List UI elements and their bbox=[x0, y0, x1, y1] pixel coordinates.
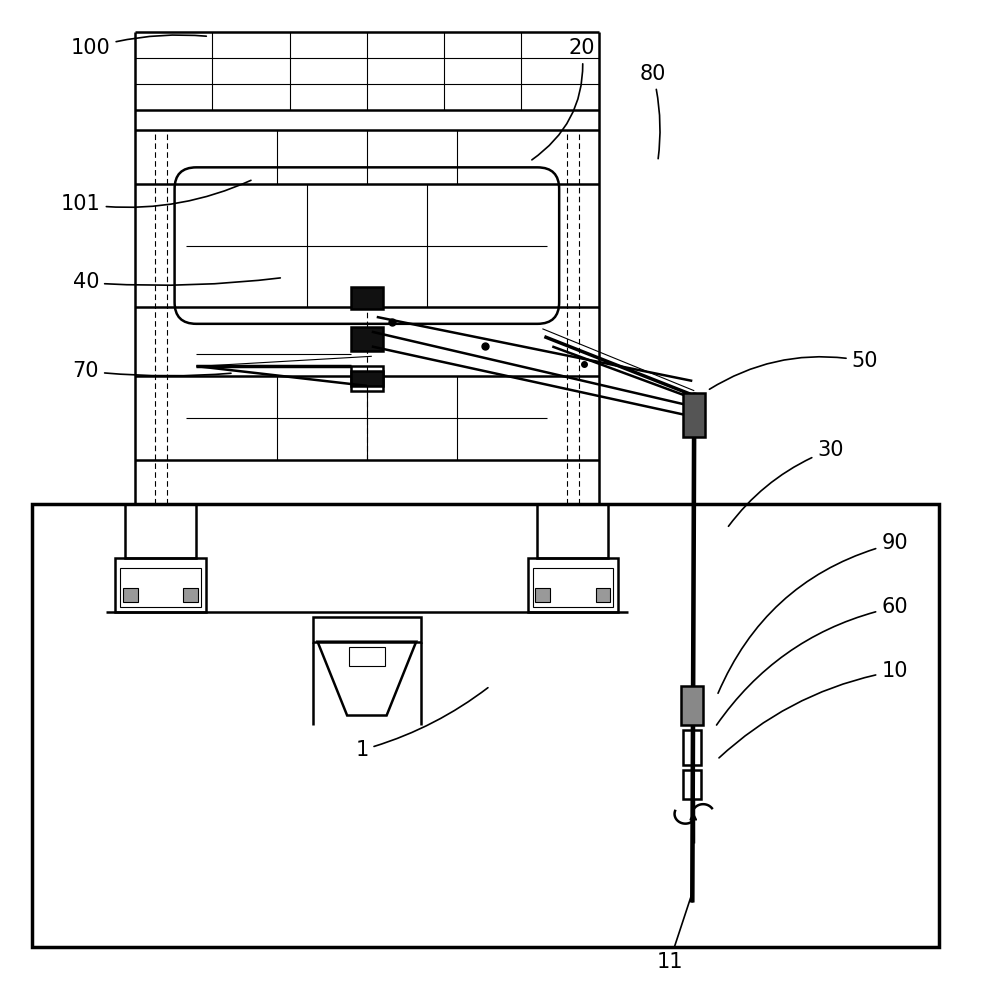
Bar bbox=[115, 558, 206, 612]
Text: 90: 90 bbox=[718, 533, 908, 694]
Bar bbox=[683, 769, 701, 799]
Bar bbox=[535, 588, 550, 603]
Text: 100: 100 bbox=[71, 35, 206, 58]
Text: 101: 101 bbox=[61, 181, 251, 214]
Bar bbox=[183, 588, 198, 603]
Text: 20: 20 bbox=[532, 38, 595, 160]
Bar bbox=[349, 647, 385, 667]
Bar bbox=[351, 371, 383, 386]
Bar bbox=[533, 568, 613, 607]
Bar bbox=[683, 393, 705, 437]
Text: 50: 50 bbox=[709, 351, 878, 389]
Text: 30: 30 bbox=[728, 440, 844, 526]
Text: 80: 80 bbox=[640, 64, 666, 159]
Bar bbox=[351, 326, 383, 351]
Text: 11: 11 bbox=[656, 895, 691, 971]
Text: 60: 60 bbox=[717, 597, 908, 725]
Text: 10: 10 bbox=[719, 662, 908, 757]
Bar bbox=[596, 588, 610, 603]
Bar bbox=[528, 558, 618, 612]
Bar bbox=[32, 504, 939, 947]
Bar bbox=[125, 504, 196, 558]
Bar bbox=[681, 686, 703, 726]
Bar bbox=[123, 588, 138, 603]
Text: 1: 1 bbox=[355, 688, 488, 759]
Bar bbox=[537, 504, 608, 558]
Text: 70: 70 bbox=[73, 361, 231, 381]
Bar bbox=[313, 617, 421, 642]
Bar bbox=[683, 731, 701, 764]
Bar bbox=[120, 568, 201, 607]
Text: 40: 40 bbox=[73, 272, 280, 292]
Bar bbox=[351, 366, 383, 391]
Bar bbox=[351, 287, 383, 309]
